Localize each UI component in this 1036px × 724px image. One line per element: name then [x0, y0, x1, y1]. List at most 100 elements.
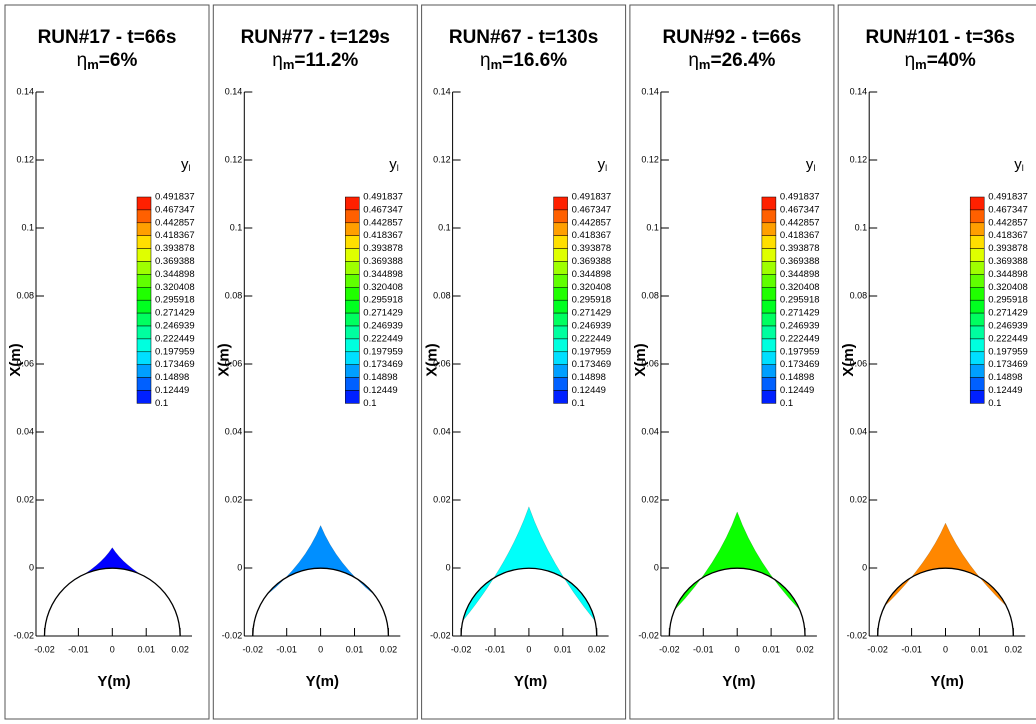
- colorbar-label: 0.369388: [155, 256, 195, 267]
- x-axis-label: Y(m): [97, 673, 130, 690]
- colorbar-label: 0.271429: [988, 308, 1028, 319]
- y-axis-label: X(m): [424, 343, 441, 376]
- y-tick-label: 0.04: [433, 426, 451, 436]
- colorbar-band: [553, 390, 568, 404]
- colorbar-label: 0.320408: [572, 282, 612, 293]
- colorbar-band: [553, 299, 568, 314]
- x-axis-label: Y(m): [931, 673, 964, 690]
- colorbar-label: 0.1: [363, 398, 376, 409]
- y-tick-label: 0.08: [641, 290, 659, 300]
- colorbar-label: 0.442857: [155, 217, 195, 228]
- panel-title: RUN#77 - t=129s: [241, 27, 390, 48]
- colorbar-label: 0.320408: [988, 282, 1028, 293]
- colorbar-label: 0.393878: [155, 243, 195, 254]
- colorbar-label: 0.369388: [988, 256, 1028, 267]
- x-tick-label: -0.02: [243, 644, 264, 654]
- x-tick-label: -0.01: [68, 644, 89, 654]
- x-tick-label: -0.01: [485, 644, 506, 654]
- colorbar-band: [345, 261, 360, 275]
- colorbar-label: 0.320408: [155, 282, 195, 293]
- colorbar-label: 0.246939: [363, 321, 403, 332]
- x-tick-label: 0: [735, 644, 740, 654]
- legend-symbol: y: [1014, 156, 1022, 173]
- panel-subtitle: ηm=26.4%: [688, 50, 775, 72]
- y-tick-label: 0.12: [850, 154, 868, 164]
- colorbar-band: [345, 248, 360, 262]
- colorbar-band: [969, 299, 985, 314]
- colorbar-label: 0.393878: [780, 243, 820, 254]
- colorbar-band: [553, 364, 568, 378]
- colorbar-label: 0.344898: [572, 269, 612, 280]
- subtitle-subscript: m: [87, 57, 99, 72]
- colorbar-label: 0.442857: [572, 217, 612, 228]
- colorbar-label: 0.246939: [155, 321, 195, 332]
- legend-symbol: y: [806, 156, 814, 173]
- colorbar-label: 0.320408: [780, 282, 820, 293]
- y-tick-label: 0.08: [850, 290, 868, 300]
- colorbar-band: [136, 325, 152, 340]
- y-tick-label: -0.02: [638, 630, 659, 640]
- colorbar-label: 0.393878: [572, 243, 612, 254]
- colorbar-band: [136, 351, 152, 365]
- y-tick-label: 0: [446, 562, 451, 572]
- colorbar-label: 0.491837: [988, 192, 1028, 203]
- y-axis-label: X(m): [632, 343, 649, 376]
- colorbar-band: [553, 222, 568, 236]
- x-tick-label: 0: [318, 644, 323, 654]
- colorbar-label: 0.418367: [155, 230, 195, 241]
- y-tick-label: 0.08: [16, 290, 34, 300]
- subtitle-symbol: η: [480, 50, 491, 71]
- subtitle-text: =40%: [927, 50, 976, 71]
- legend-symbol: y: [389, 156, 397, 173]
- colorbar-label: 0.173469: [155, 359, 195, 370]
- y-tick-label: 0.02: [433, 494, 451, 504]
- colorbar-label: 0.344898: [155, 269, 195, 280]
- colorbar-band: [136, 364, 152, 378]
- y-tick-label: 0.1: [646, 222, 659, 232]
- colorbar-label: 0.295918: [780, 295, 820, 306]
- colorbar-label: 0.467347: [988, 204, 1028, 215]
- y-tick-label: 0.1: [21, 222, 34, 232]
- x-tick-label: 0.02: [380, 644, 398, 654]
- colorbar-band: [761, 222, 777, 236]
- y-tick-label: 0.14: [225, 86, 243, 96]
- colorbar-label: 0.295918: [155, 295, 195, 306]
- colorbar-label: 0.12449: [988, 385, 1022, 396]
- x-tick-label: -0.01: [276, 644, 297, 654]
- legend-title: yl: [806, 156, 816, 173]
- y-tick-label: 0.04: [641, 426, 659, 436]
- colorbar-label: 0.271429: [780, 308, 820, 319]
- body-outline: [877, 567, 1014, 637]
- subtitle-subscript: m: [915, 57, 927, 72]
- colorbar-band: [345, 351, 360, 365]
- colorbar-label: 0.295918: [363, 295, 403, 306]
- colorbar-band: [761, 261, 777, 275]
- legend-symbol: y: [181, 156, 189, 173]
- y-tick-label: -0.02: [847, 630, 868, 640]
- colorbar-label: 0.467347: [780, 204, 820, 215]
- body-outline: [43, 567, 181, 637]
- colorbar-label: 0.467347: [572, 204, 612, 215]
- colorbar-label: 0.491837: [155, 192, 195, 203]
- colorbar-band: [345, 338, 360, 353]
- y-tick-label: 0.08: [433, 290, 451, 300]
- colorbar-label: 0.12449: [780, 385, 814, 396]
- x-tick-label: 0.02: [171, 644, 189, 654]
- y-tick-label: 0.12: [16, 154, 34, 164]
- colorbar-label: 0.320408: [363, 282, 403, 293]
- colorbar-band: [345, 325, 360, 340]
- colorbar-band: [969, 377, 985, 391]
- y-tick-label: 0.12: [225, 154, 243, 164]
- colorbar-band: [136, 209, 152, 224]
- legend-subscript: l: [813, 163, 815, 173]
- colorbar-band: [345, 235, 360, 249]
- x-tick-label: 0.02: [796, 644, 814, 654]
- y-tick-label: 0: [237, 562, 242, 572]
- subtitle-text: =11.2%: [294, 50, 358, 71]
- x-tick-label: 0.02: [588, 644, 606, 654]
- panel-title: RUN#92 - t=66s: [662, 27, 801, 48]
- colorbar-band: [969, 351, 985, 365]
- colorbar-band: [969, 390, 985, 404]
- colorbar-band: [345, 390, 360, 404]
- body-outline: [668, 567, 806, 637]
